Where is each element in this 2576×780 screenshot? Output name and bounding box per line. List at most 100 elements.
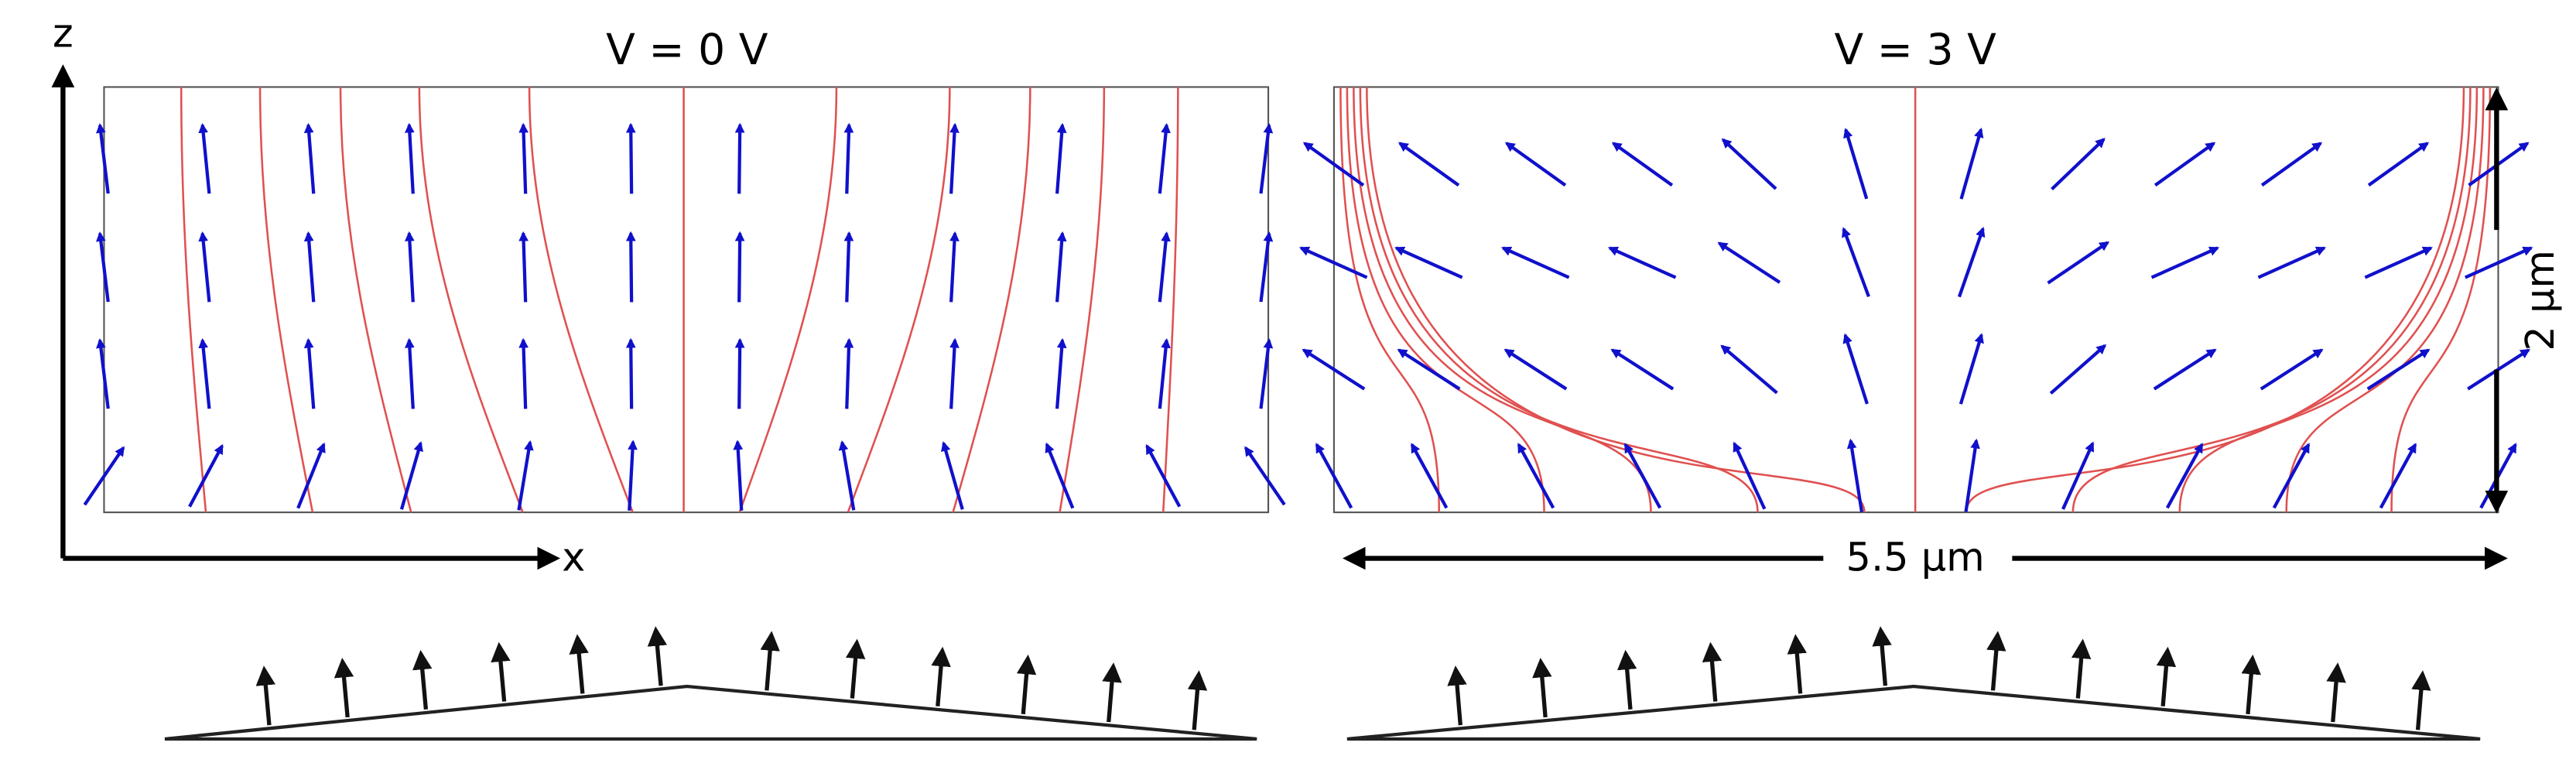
tilt-arrow <box>1102 662 1122 723</box>
tilt-arrow <box>760 631 780 691</box>
director-arrow <box>1315 443 1353 509</box>
director-arrow <box>1733 441 1767 510</box>
director-arrow <box>1957 227 1986 298</box>
director-arrow <box>1717 241 1781 284</box>
sketch <box>1346 684 2481 741</box>
tilt-arrow <box>931 646 951 706</box>
director-arrow <box>843 231 854 303</box>
director-arrow <box>734 231 745 303</box>
sketch-arrows <box>255 626 2431 730</box>
director-arrow <box>1302 142 1365 187</box>
width-label: 5.5 μm <box>1846 535 1985 581</box>
director-arrow <box>1055 337 1067 409</box>
tilt-arrow <box>1016 654 1037 715</box>
field-line <box>1339 87 1441 513</box>
director-arrow <box>96 231 110 303</box>
director-arrow <box>2257 246 2327 279</box>
director-arrow <box>1610 348 1675 391</box>
director-arrow <box>1397 142 1460 187</box>
director-arrow <box>2051 138 2106 191</box>
director-arrow <box>838 440 856 511</box>
director-arrow <box>1504 142 1567 187</box>
director-arrow <box>2153 348 2217 391</box>
panel <box>1298 86 2533 514</box>
tilt-arrow <box>491 641 511 702</box>
tilt-arrow <box>1787 634 1807 694</box>
director-arrow <box>1846 438 1864 512</box>
field-line <box>1161 87 1179 513</box>
director-arrow <box>1259 231 1274 303</box>
tilt-arrow <box>2156 646 2177 706</box>
director-arrow <box>1721 138 1777 190</box>
tilt-arrow <box>255 665 275 726</box>
director-arrow <box>198 337 211 409</box>
director-arrow <box>303 122 316 194</box>
tilt-arrow <box>1702 641 1722 702</box>
director-arrow <box>518 231 529 303</box>
director-arrow <box>949 122 960 194</box>
director-arrow <box>1959 127 1984 200</box>
director-arrow <box>2364 246 2433 279</box>
tilt-arrow <box>1532 657 1552 718</box>
director-arrow <box>2049 344 2107 395</box>
director-arrow <box>198 231 211 303</box>
tilt-arrow <box>412 649 433 710</box>
x-label: x <box>562 535 585 581</box>
field-line <box>2390 87 2492 513</box>
director-arrow <box>1611 142 1674 187</box>
director-arrow <box>2260 142 2323 187</box>
tilt-arrow <box>569 634 589 694</box>
director-arrow <box>518 122 529 194</box>
director-arrow <box>1842 227 1870 298</box>
director-arrow <box>1302 348 1366 391</box>
field-line <box>1965 87 2465 513</box>
director-arrow <box>1055 231 1067 303</box>
director-arrow <box>941 441 964 510</box>
director-arrow <box>1500 246 1570 279</box>
tilt-arrow <box>2241 654 2261 715</box>
panel-title: V = 3 V <box>1834 26 1996 75</box>
tilt-arrow <box>1187 670 1208 730</box>
tilt-arrow <box>1616 649 1637 710</box>
director-arrow <box>2367 142 2430 187</box>
director-arrow <box>2165 443 2204 509</box>
director-arrow <box>1843 128 1869 200</box>
tilt-arrow <box>334 658 354 718</box>
director-arrow <box>1045 442 1075 509</box>
director-arrow <box>1720 344 1778 395</box>
director-arrow <box>1517 443 1555 509</box>
field-line <box>2071 87 2472 513</box>
director-arrow <box>2260 348 2324 391</box>
tilt-arrow <box>845 638 866 699</box>
director-arrow <box>1504 348 1568 391</box>
director-arrow <box>83 446 125 506</box>
field-line <box>952 87 1031 513</box>
director-arrow <box>1158 122 1171 194</box>
director-arrow <box>1259 338 1274 409</box>
director-arrow <box>2366 348 2431 391</box>
director-arrow <box>405 231 415 303</box>
tilt-arrow <box>1447 665 1467 726</box>
director-arrow <box>628 440 638 511</box>
director-arrow <box>1394 246 1463 279</box>
director-arrow <box>96 338 110 409</box>
director-arrow <box>303 231 316 303</box>
field-line <box>2178 87 2479 513</box>
director-arrow <box>1959 333 1984 405</box>
director-arrow <box>1410 443 1449 509</box>
field-line <box>1359 87 1759 513</box>
z-label: z <box>53 12 74 57</box>
director-arrow <box>1055 122 1067 194</box>
director-arrow <box>405 337 415 409</box>
director-arrow <box>1397 348 1461 391</box>
field-line <box>180 87 207 513</box>
director-arrow <box>1145 443 1182 508</box>
field-line <box>418 87 524 513</box>
field-line <box>528 87 634 513</box>
director-arrow <box>405 122 415 194</box>
director-arrow <box>1158 231 1171 303</box>
director-arrow <box>949 231 960 303</box>
director-arrow <box>2272 443 2311 509</box>
tilt-arrow <box>2071 638 2092 699</box>
